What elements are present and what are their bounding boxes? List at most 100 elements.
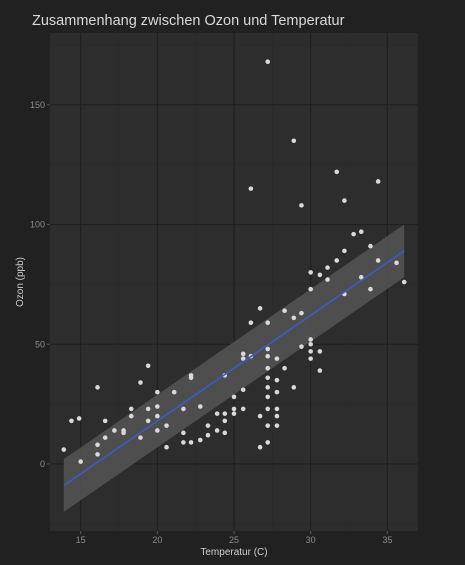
data-point (317, 368, 323, 373)
data-point (128, 413, 134, 419)
data-point (181, 406, 186, 412)
data-point (240, 351, 246, 357)
data-point (102, 418, 108, 424)
data-point (214, 428, 220, 433)
data-point (308, 349, 313, 354)
data-point (351, 231, 356, 237)
data-point (248, 320, 254, 326)
data-point (231, 406, 237, 412)
data-point (95, 442, 100, 448)
data-point (164, 423, 169, 428)
data-point (138, 435, 143, 440)
data-point (394, 260, 399, 266)
data-point (69, 418, 74, 424)
data-point (222, 430, 228, 436)
data-point (181, 440, 186, 445)
data-point (231, 394, 237, 400)
data-point (291, 138, 297, 144)
data-point (197, 404, 203, 409)
data-point (222, 418, 228, 424)
data-point (334, 169, 340, 175)
data-point (265, 365, 271, 371)
data-point (274, 356, 280, 361)
x-axis-label: Temperatur (C) (200, 547, 267, 558)
data-point (78, 459, 83, 464)
data-point (308, 341, 313, 347)
data-point (265, 375, 271, 381)
data-point (317, 349, 323, 354)
data-point (358, 229, 364, 235)
data-point (274, 377, 280, 383)
data-point (274, 413, 280, 419)
data-point (299, 203, 304, 208)
data-point (112, 428, 117, 433)
data-point (222, 411, 228, 416)
data-point (291, 385, 297, 390)
data-point (274, 389, 280, 395)
data-point (299, 344, 304, 349)
regression-line (63, 250, 405, 487)
data-point (299, 310, 304, 316)
x-tick-label: 35 (382, 535, 392, 545)
data-point (317, 272, 323, 278)
data-point (155, 389, 160, 395)
data-point (214, 411, 220, 416)
data-point (138, 380, 143, 385)
data-point (248, 186, 254, 191)
x-tick-label: 20 (152, 535, 162, 545)
data-point (401, 279, 407, 285)
data-point (265, 423, 271, 428)
y-axis-ticks: 0 50 100 150 (30, 100, 50, 469)
data-point (240, 406, 246, 412)
data-point (375, 179, 381, 184)
y-axis-label: Ozon (ppb) (15, 257, 26, 307)
x-tick-label: 25 (229, 535, 239, 545)
data-point (265, 385, 271, 390)
data-point (265, 353, 271, 359)
data-point (231, 411, 237, 416)
data-point (188, 440, 194, 445)
data-point (265, 59, 271, 65)
data-point (155, 404, 160, 409)
x-tick-label: 30 (306, 535, 316, 545)
data-point (308, 337, 313, 342)
data-point (197, 437, 203, 443)
data-point (265, 440, 271, 445)
data-point (95, 385, 100, 390)
data-point (308, 356, 313, 361)
data-point (61, 447, 67, 452)
data-point (257, 306, 263, 311)
data-point (257, 413, 263, 419)
data-point (334, 258, 340, 263)
data-point (102, 435, 108, 440)
data-point (145, 406, 151, 412)
data-point (155, 428, 160, 433)
points-layer (61, 59, 407, 464)
data-point (257, 444, 263, 450)
data-point (95, 452, 100, 457)
data-point (164, 444, 169, 450)
y-tick-label: 150 (30, 100, 45, 110)
data-point (205, 423, 211, 428)
data-point (205, 432, 211, 438)
data-point (76, 416, 82, 421)
data-point (155, 413, 160, 419)
data-point (282, 308, 287, 314)
data-point (240, 387, 246, 393)
data-point (265, 406, 271, 412)
data-point (265, 346, 271, 352)
data-point (368, 243, 373, 249)
data-point (308, 270, 313, 275)
data-point (342, 198, 347, 203)
data-point (188, 375, 194, 381)
data-point (181, 430, 186, 436)
data-point (342, 248, 347, 254)
y-tick-label: 100 (30, 220, 45, 230)
data-point (368, 286, 373, 292)
data-point (325, 265, 330, 270)
data-point (274, 406, 280, 412)
data-point (128, 406, 134, 412)
chart-title: Zusammenhang zwischen Ozon und Temperatu… (32, 13, 345, 29)
data-point (171, 389, 177, 395)
